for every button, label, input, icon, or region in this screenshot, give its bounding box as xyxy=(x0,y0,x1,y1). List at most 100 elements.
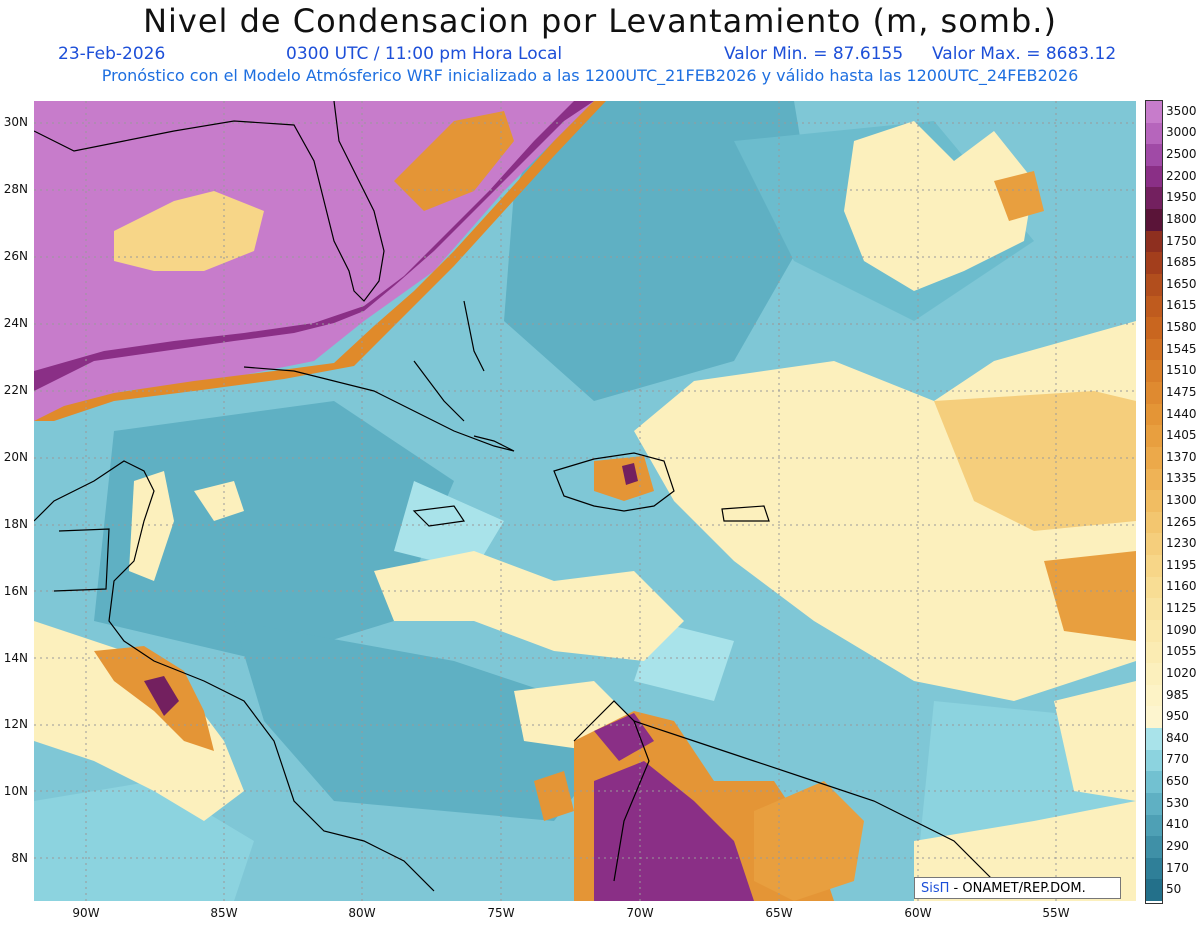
map-canvas xyxy=(34,101,1136,901)
colorbar-label: 1090 xyxy=(1166,622,1197,637)
lat-label: 28N xyxy=(3,182,28,196)
colorbar-segment xyxy=(1146,165,1162,188)
lon-label: 65W xyxy=(765,906,793,920)
colorbar-label: 2200 xyxy=(1166,168,1197,183)
colorbar-segment xyxy=(1146,144,1162,167)
colorbar-segment xyxy=(1146,663,1162,686)
colorbar-label: 1265 xyxy=(1166,514,1197,529)
colorbar-segment xyxy=(1146,101,1162,124)
colorbar-label: 1615 xyxy=(1166,298,1197,313)
lat-label: 20N xyxy=(3,450,28,464)
colorbar-segment xyxy=(1146,209,1162,232)
colorbar-segment xyxy=(1146,273,1162,297)
lon-label: 60W xyxy=(904,906,932,920)
time-label: 0300 UTC / 11:00 pm Hora Local xyxy=(286,44,563,64)
colorbar-label: 1440 xyxy=(1166,406,1197,421)
colorbar-label: 1055 xyxy=(1166,644,1197,659)
colorbar-label: 290 xyxy=(1166,838,1189,853)
lat-label: 12N xyxy=(3,717,28,731)
colorbar-segment xyxy=(1146,490,1162,513)
lon-label: 85W xyxy=(210,906,238,920)
lat-label: 16N xyxy=(3,584,28,598)
colorbar-label: 1335 xyxy=(1166,471,1197,486)
lon-label: 70W xyxy=(626,906,654,920)
colorbar-segment xyxy=(1146,706,1162,729)
colorbar-label: 1370 xyxy=(1166,449,1197,464)
colorbar-segment xyxy=(1146,511,1162,534)
lat-label: 22N xyxy=(3,383,28,397)
colorbar-segment xyxy=(1146,382,1162,405)
colorbar-segment xyxy=(1146,598,1162,621)
colorbar-label: 1685 xyxy=(1166,255,1197,270)
colorbar-segment xyxy=(1146,576,1162,599)
colorbar-label: 770 xyxy=(1166,752,1189,767)
colorbar-label: 1020 xyxy=(1166,665,1197,680)
colorbar-segment xyxy=(1146,403,1162,426)
credit-org: - ONAMET/REP.DOM. xyxy=(949,881,1086,896)
colorbar-label: 1230 xyxy=(1166,536,1197,551)
colorbar-label: 1160 xyxy=(1166,579,1197,594)
max-value-label: Valor Max. = 8683.12 xyxy=(932,44,1117,64)
lat-label: 14N xyxy=(3,651,28,665)
lat-label: 26N xyxy=(3,249,28,263)
colorbar-segment xyxy=(1146,295,1162,318)
colorbar-segment xyxy=(1146,468,1162,491)
colorbar-label: 950 xyxy=(1166,709,1189,724)
credit-box: SisΠ - ONAMET/REP.DOM. xyxy=(914,877,1121,899)
colorbar-label: 530 xyxy=(1166,795,1189,810)
colorbar-label: 3000 xyxy=(1166,125,1197,140)
colorbar-label: 1510 xyxy=(1166,363,1197,378)
colorbar-label: 2500 xyxy=(1166,147,1197,162)
model-info: Pronóstico con el Modelo Atmósferico WRF… xyxy=(101,66,1079,85)
colorbar-label: 1300 xyxy=(1166,493,1197,507)
lat-label: 10N xyxy=(3,784,28,798)
colorbar-segment xyxy=(1146,446,1162,470)
lat-label: 8N xyxy=(11,851,28,865)
colorbar-label: 1545 xyxy=(1166,341,1197,356)
min-value-label: Valor Min. = 87.6155 xyxy=(724,44,904,64)
colorbar-segment xyxy=(1146,122,1162,145)
colorbar-segment xyxy=(1146,425,1162,448)
colorbar-label: 840 xyxy=(1166,730,1189,745)
colorbar-label: 1750 xyxy=(1166,233,1197,248)
colorbar-label: 50 xyxy=(1166,882,1182,897)
colorbar-segment xyxy=(1146,338,1162,361)
colorbar-segment xyxy=(1146,252,1162,275)
colorbar-segment xyxy=(1146,684,1162,707)
colorbar-segment xyxy=(1146,360,1162,383)
lat-label: 30N xyxy=(3,115,28,129)
map-title: Nivel de Condensacion por Levantamiento … xyxy=(143,2,1057,40)
colorbar-label: 650 xyxy=(1166,774,1189,789)
colorbar-segment xyxy=(1146,814,1162,837)
colorbar-segment xyxy=(1146,771,1162,794)
colorbar-label: 1650 xyxy=(1166,276,1197,291)
colorbar-segment xyxy=(1146,533,1162,556)
colorbar-label: 1405 xyxy=(1166,428,1197,443)
lat-label: 18N xyxy=(3,517,28,531)
sistema-logo-text: SisΠ xyxy=(921,881,950,896)
colorbar-segment xyxy=(1146,728,1162,751)
colorbar-segment xyxy=(1146,187,1162,210)
colorbar-label: 1950 xyxy=(1166,190,1197,205)
lon-label: 55W xyxy=(1042,906,1070,920)
colorbar-segment xyxy=(1146,555,1162,578)
lon-label: 75W xyxy=(487,906,515,920)
colorbar-label: 985 xyxy=(1166,687,1189,702)
lat-label: 24N xyxy=(3,316,28,330)
colorbar-segment xyxy=(1146,230,1162,253)
colorbar-label: 1475 xyxy=(1166,384,1197,399)
lon-label: 90W xyxy=(72,906,100,920)
colorbar-segment xyxy=(1146,641,1162,664)
colorbar xyxy=(1145,100,1163,904)
colorbar-label: 1195 xyxy=(1166,557,1197,572)
lon-label: 80W xyxy=(348,906,376,920)
colorbar-segment xyxy=(1146,879,1162,902)
colorbar-label: 1125 xyxy=(1166,601,1197,616)
colorbar-segment xyxy=(1146,857,1162,880)
colorbar-segment xyxy=(1146,317,1162,340)
colorbar-segment xyxy=(1146,619,1162,643)
colorbar-label: 410 xyxy=(1166,817,1189,832)
map-panel xyxy=(34,101,1136,901)
colorbar-label: 1580 xyxy=(1166,320,1197,335)
date-label: 23-Feb-2026 xyxy=(58,44,166,64)
